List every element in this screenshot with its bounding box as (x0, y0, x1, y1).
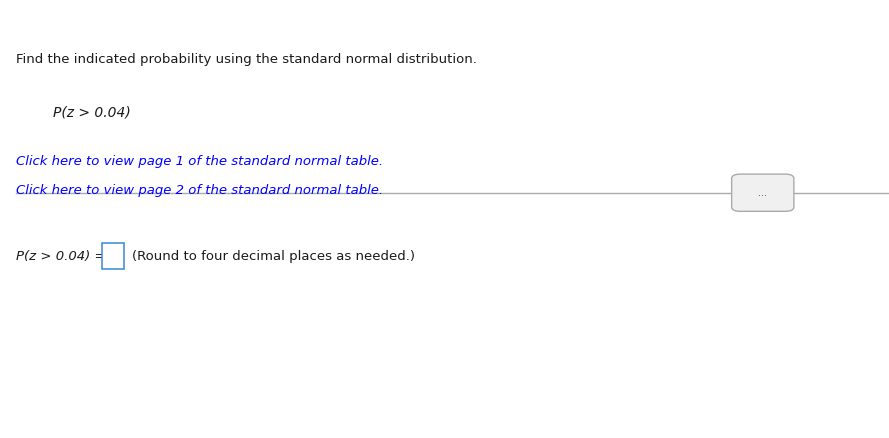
Text: Click here to view page 2 of the standard normal table.: Click here to view page 2 of the standar… (16, 184, 383, 197)
Text: (Round to four decimal places as needed.): (Round to four decimal places as needed.… (132, 250, 414, 263)
Text: ...: ... (758, 188, 767, 198)
Text: P(z > 0.04): P(z > 0.04) (53, 105, 131, 119)
FancyBboxPatch shape (732, 174, 794, 211)
Text: P(z > 0.04) =: P(z > 0.04) = (16, 250, 110, 263)
FancyBboxPatch shape (102, 243, 124, 269)
Text: Click here to view page 1 of the standard normal table.: Click here to view page 1 of the standar… (16, 155, 383, 169)
Text: Find the indicated probability using the standard normal distribution.: Find the indicated probability using the… (16, 53, 477, 66)
